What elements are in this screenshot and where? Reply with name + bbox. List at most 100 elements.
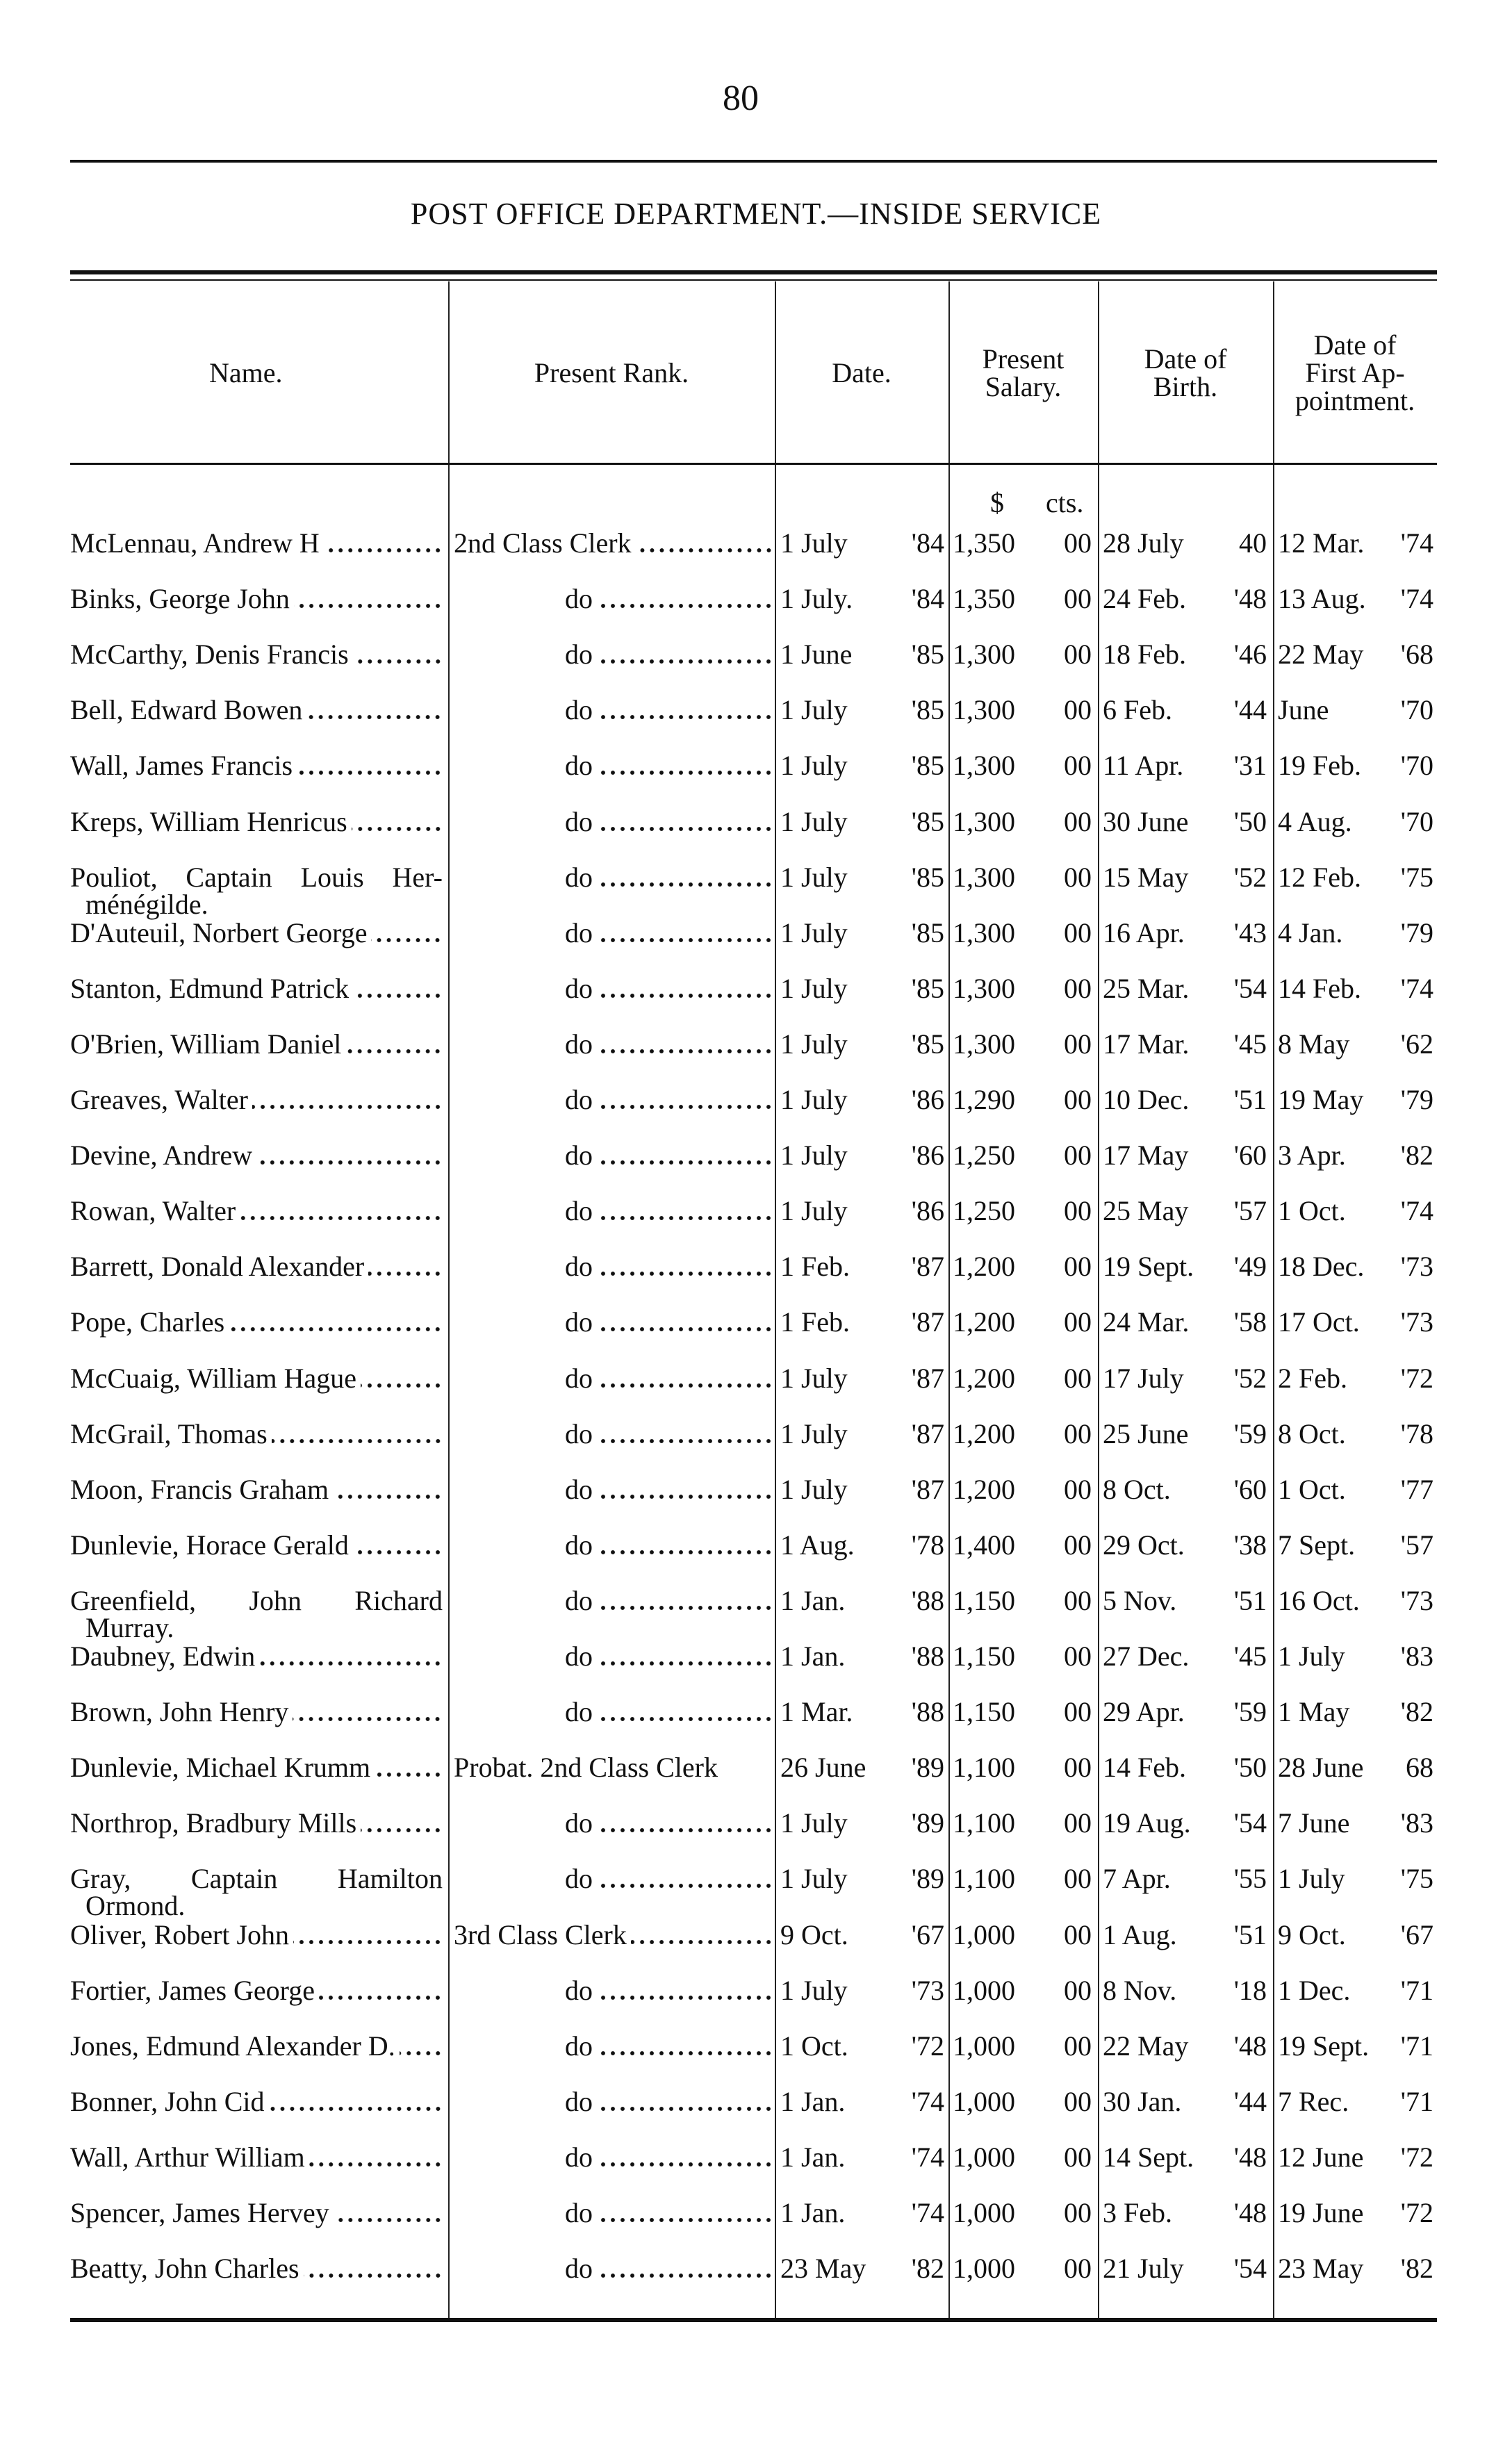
date-cell: 1 Oct. '72 xyxy=(780,2030,944,2062)
first-appointment-cell-year: '75 xyxy=(1400,1863,1433,1895)
first-appointment-cell-day-month: 1 Oct. xyxy=(1278,1195,1346,1227)
salary-dollars: 1,100 xyxy=(953,1807,1015,1839)
salary-dollars: 1,200 xyxy=(953,1306,1015,1338)
table-row: Bonner, John Cid do 1 Jan. '74 30 Jan. '44 7 R… xyxy=(70,2085,1437,2117)
birth-date-cell: 5 Nov. '51 xyxy=(1103,1585,1267,1616)
birth-date-cell: 30 Jan. '44 xyxy=(1103,2086,1267,2117)
date-cell: 1 July '85 xyxy=(780,750,944,781)
dot-leader xyxy=(293,1939,443,1945)
salary-cell: 1,300 00 xyxy=(953,695,1092,725)
birth-date-cell-day-month: 18 Feb. xyxy=(1103,639,1186,671)
first-appointment-cell-day-month: 1 Dec. xyxy=(1278,1974,1351,2006)
first-appointment-cell-day-month: 19 Feb. xyxy=(1278,750,1361,782)
date-cell: 1 July '84 xyxy=(780,528,944,559)
header-double-rule-thick xyxy=(70,270,1437,274)
rank-text: do xyxy=(565,1807,593,1839)
birth-date-cell-day-month: 6 Feb. xyxy=(1103,694,1172,726)
header-birth-line: Date of xyxy=(1144,343,1227,375)
salary-cell: 1,400 00 xyxy=(953,1529,1092,1561)
name-wrapped: Pouliot, Captain Louis Her-ménégilde. xyxy=(70,862,443,920)
first-appointment-cell: 9 Oct. '67 xyxy=(1278,1919,1433,1950)
name-cell: Bonner, John Cid xyxy=(70,2086,443,2117)
date-cell: 1 July '85 xyxy=(780,806,944,837)
first-appointment-cell: 1 July '75 xyxy=(1278,1864,1433,1894)
birth-date-cell-year: '48 xyxy=(1233,583,1267,615)
name-cell: Pope, Charles xyxy=(70,1307,443,1338)
name-cell: Greaves, Walter xyxy=(70,1085,443,1115)
date-cell-year: '86 xyxy=(911,1084,944,1115)
header-salary-line: Salary. xyxy=(985,370,1062,402)
birth-date-cell: 21 July '54 xyxy=(1103,2253,1267,2284)
salary-cell: 1,200 00 xyxy=(953,1307,1092,1338)
first-appointment-cell-day-month: 8 May xyxy=(1278,1028,1350,1060)
dot-leader xyxy=(597,1271,773,1277)
name-continuation: ménégilde. xyxy=(85,888,208,920)
date-cell-year: '89 xyxy=(911,1752,944,1784)
salary-dollars: 1,000 xyxy=(953,2030,1015,2062)
name-text: Northrop, Bradbury Mills xyxy=(70,1807,357,1839)
date-cell-day-month: 1 July xyxy=(780,1362,848,1394)
salary-dollars: 1,300 xyxy=(953,694,1015,726)
first-appointment-cell-day-month: 19 Sept. xyxy=(1278,2030,1370,2062)
first-appointment-cell-year: '71 xyxy=(1400,1974,1433,2006)
date-cell-day-month: 1 Oct. xyxy=(780,2030,848,2062)
salary-dollars: 1,200 xyxy=(953,1251,1015,1283)
first-appointment-cell: 7 June '83 xyxy=(1278,1808,1433,1839)
birth-date-cell-day-month: 22 May xyxy=(1103,2030,1189,2062)
header-name-label: Name. xyxy=(209,356,283,388)
birth-date-cell: 24 Feb. '48 xyxy=(1103,584,1267,614)
salary-dollars: 1,200 xyxy=(953,1473,1015,1505)
rank-cell: do xyxy=(454,639,773,670)
date-cell-day-month: 1 July xyxy=(780,1417,848,1449)
table-row: Barrett, Donald Alexander do 1 Feb. '87 19 S… xyxy=(70,1251,1437,1282)
first-appointment-cell-day-month: 23 May xyxy=(1278,2253,1364,2285)
rank-cell: do xyxy=(454,695,773,725)
name-cell: Kreps, William Henricus xyxy=(70,806,443,837)
date-cell-day-month: 1 Aug. xyxy=(780,1529,855,1561)
dot-leader xyxy=(597,1160,773,1166)
date-cell-year: '67 xyxy=(911,1918,944,1950)
header-birth-line: Birth. xyxy=(1153,370,1218,402)
birth-date-cell-year: '54 xyxy=(1233,2253,1267,2285)
salary-dollars: 1,150 xyxy=(953,1696,1015,1728)
first-appointment-cell: 28 June 68 xyxy=(1278,1752,1433,1783)
rank-cell: do xyxy=(454,2198,773,2228)
salary-cell: 1,100 00 xyxy=(953,1808,1092,1839)
rank-text: do xyxy=(565,750,593,782)
first-appointment-cell-day-month: 2 Feb. xyxy=(1278,1362,1347,1394)
table-row: Daubney, Edwin do 1 Jan. '88 27 Dec. '45 1 Jul… xyxy=(70,1641,1437,1672)
date-cell-year: '74 xyxy=(911,2085,944,2117)
dot-leader xyxy=(597,1438,773,1444)
first-appointment-cell: 19 Feb. '70 xyxy=(1278,750,1433,781)
date-cell-year: '88 xyxy=(911,1696,944,1728)
date-cell: 1 July '87 xyxy=(780,1363,944,1394)
first-appointment-cell-year: '73 xyxy=(1400,1306,1433,1338)
dot-leader xyxy=(399,2050,443,2056)
name-cell: Wall, James Francis xyxy=(70,750,443,781)
first-appointment-cell-day-month: 19 May xyxy=(1278,1084,1364,1115)
dot-leader xyxy=(597,825,773,832)
rank-cell: do xyxy=(454,1585,773,1616)
salary-cents: 00 xyxy=(1064,861,1092,893)
dot-leader xyxy=(323,548,443,553)
salary-cell: 1,350 00 xyxy=(953,528,1092,559)
rank-text: do xyxy=(565,583,593,615)
salary-cell: 1,250 00 xyxy=(953,1196,1092,1226)
date-cell-year: '87 xyxy=(911,1417,944,1449)
salary-cell: 1,100 00 xyxy=(953,1752,1092,1783)
salary-cell: 1,000 00 xyxy=(953,1975,1092,2006)
first-appointment-cell-year: '57 xyxy=(1400,1529,1433,1561)
birth-date-cell-year: '31 xyxy=(1233,750,1267,782)
name-cell: Pouliot, Captain Louis Her-ménégilde. xyxy=(70,862,443,920)
first-appointment-cell-day-month: 12 June xyxy=(1278,2141,1364,2173)
salary-cell: 1,300 00 xyxy=(953,1028,1092,1060)
name-cell: Daubney, Edwin xyxy=(70,1641,443,1672)
birth-date-cell-year: '50 xyxy=(1233,1752,1267,1784)
salary-dollars: 1,000 xyxy=(953,2085,1015,2117)
rank-cell: do xyxy=(454,2141,773,2173)
table-row: Stanton, Edmund Patrick do 1 July '85 25 Mar… xyxy=(70,973,1437,1004)
table-row: O'Brien, William Daniel do 1 July '85 17 Mar… xyxy=(70,1028,1437,1060)
dot-leader xyxy=(597,603,773,609)
dot-leader xyxy=(271,1438,443,1444)
name-text: O'Brien, William Daniel xyxy=(70,1028,342,1060)
